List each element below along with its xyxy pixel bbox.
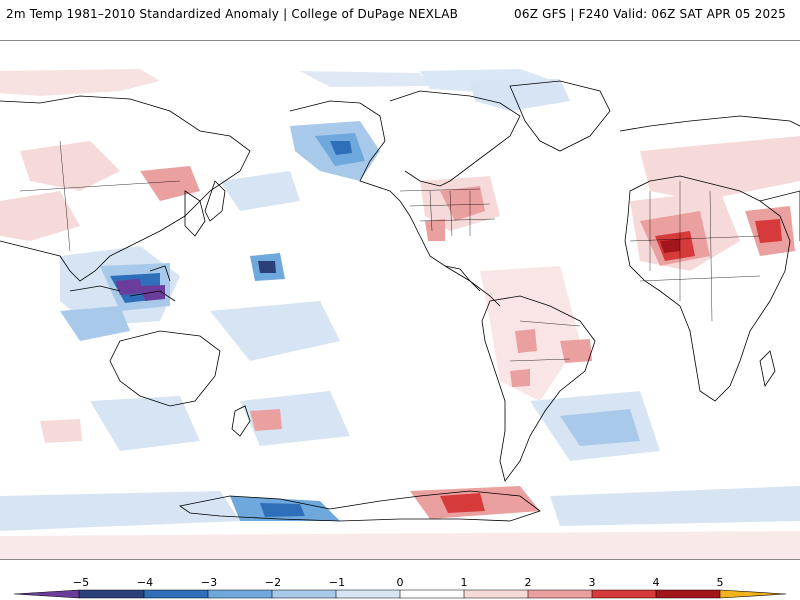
colorbar-label: −2: [264, 576, 282, 589]
colorbar-underflow-arrow: [14, 590, 79, 598]
colorbar-label: 1: [460, 576, 468, 589]
colorbar-segment-m4: [144, 590, 208, 598]
political-borders: [19, 140, 761, 362]
colorbar-label: 3: [588, 576, 596, 589]
header: 2m Temp 1981–2010 Standardized Anomaly |…: [0, 0, 800, 30]
colorbar-segment-p2: [528, 590, 592, 598]
map-title: 2m Temp 1981–2010 Standardized Anomaly |…: [6, 7, 459, 21]
coastlines: [0, 80, 800, 522]
colorbar-segment-m3: [208, 590, 272, 598]
anomaly-shading: [0, 69, 800, 559]
colorbar-overflow-arrow: [720, 590, 786, 598]
colorbar-segment-p1: [464, 590, 528, 598]
colorbar-svg: [13, 589, 787, 599]
colorbar-label: −5: [72, 576, 90, 589]
colorbar-label: −3: [200, 576, 218, 589]
colorbar-label: −4: [136, 576, 154, 589]
colorbar-label: 4: [652, 576, 660, 589]
colorbar-label: −1: [328, 576, 346, 589]
colorbar-segment-p3: [592, 590, 656, 598]
colorbar-segment-m1: [336, 590, 400, 598]
world-map-svg: [0, 69, 800, 559]
colorbar-segment-p4: [656, 590, 720, 598]
colorbar: −5 −4 −3 −2 −1 0 1 2 3 4 5: [0, 566, 800, 600]
model-run-info: 06Z GFS | F240 Valid: 06Z SAT APR 05 202…: [514, 7, 786, 21]
colorbar-segment-p0: [400, 590, 464, 598]
colorbar-segment-m2: [272, 590, 336, 598]
colorbar-segment-m5: [79, 590, 144, 598]
colorbar-label: 2: [524, 576, 532, 589]
anomaly-map: [0, 40, 800, 560]
colorbar-label: 0: [396, 576, 404, 589]
colorbar-label: 5: [716, 576, 724, 589]
